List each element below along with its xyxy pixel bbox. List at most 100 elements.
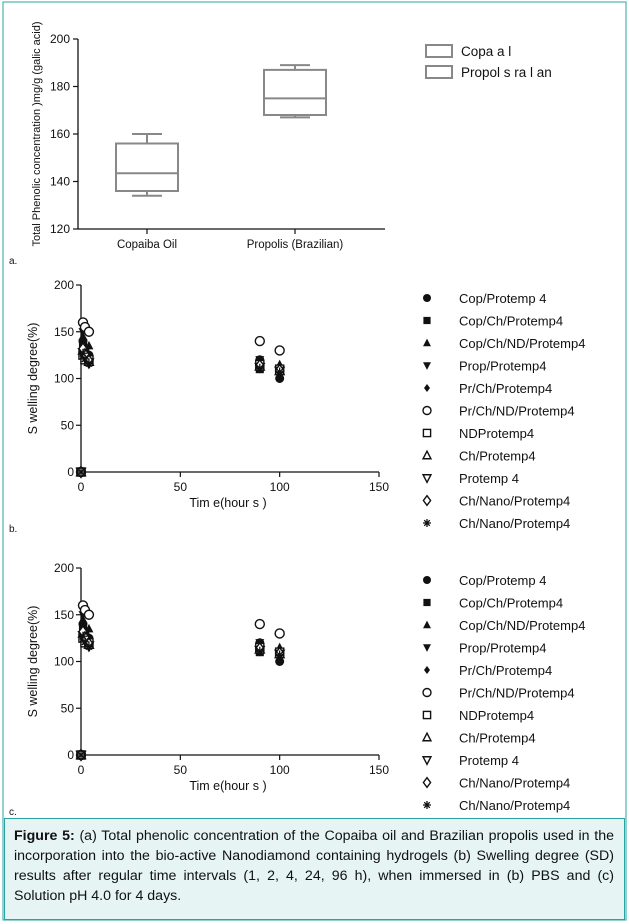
legend-label: Cop/Protemp 4 — [459, 573, 546, 588]
data-point — [274, 345, 285, 356]
legend-label: Pr/Ch/Protemp4 — [459, 381, 552, 396]
caption-text: (a) Total phenolic concentration of the … — [14, 828, 614, 904]
x-axis-label: Tim e(hour s ) — [189, 496, 266, 510]
x-tick-label: Propolis (Brazilian) — [247, 239, 344, 251]
legend-marker — [423, 576, 431, 584]
data-point — [80, 354, 90, 364]
legend-label: Ch/Protemp4 — [459, 449, 536, 464]
box-iqr — [263, 68, 327, 116]
data-point — [255, 363, 265, 373]
legend-label: Pr/Ch/ND/Protemp4 — [459, 686, 575, 701]
legend-marker — [423, 362, 431, 370]
y-tick-label: 0 — [67, 748, 74, 762]
y-tick-label: 0 — [67, 465, 74, 479]
data-point — [274, 628, 285, 639]
x-tick-label: 150 — [369, 763, 389, 777]
y-tick-label: 160 — [50, 127, 70, 141]
legend-label: Prop/Protemp4 — [459, 359, 546, 374]
y-tick-label: 100 — [54, 655, 74, 669]
data-point — [254, 335, 265, 347]
legend-marker — [421, 474, 433, 484]
legend-label: Ch/Nano/Protemp4 — [459, 516, 570, 531]
figure-caption: Figure 5: (a) Total phenolic concentrati… — [14, 826, 614, 906]
y-tick-label: 200 — [54, 561, 74, 575]
data-point — [275, 650, 285, 660]
data-point — [275, 374, 285, 383]
legend-label: Ch/Nano/Protemp4 — [459, 798, 570, 813]
legend-label: Protemp 4 — [459, 471, 519, 486]
y-tick-label: 50 — [61, 418, 75, 432]
legend-marker — [423, 620, 431, 629]
y-tick-label: 200 — [54, 278, 74, 292]
data-point — [84, 359, 94, 369]
legend-label: NDProtemp4 — [459, 708, 534, 723]
caption-label: Figure 5: — [14, 828, 75, 844]
legend-marker — [423, 294, 431, 302]
x-tick-label: 100 — [270, 763, 290, 777]
x-tick-label: 150 — [369, 480, 389, 494]
data-point — [275, 657, 285, 666]
legend-marker — [421, 756, 433, 766]
legend-label: Pr/Ch/ND/Protemp4 — [459, 404, 575, 419]
y-axis-label: S welling degree(%) — [26, 323, 40, 435]
data-point — [78, 348, 88, 358]
panel-a-boxplot: 120 140 160 180 200 Copaiba Oil Propolis (Braz… — [9, 21, 552, 267]
x-tick-label: 50 — [174, 763, 188, 777]
data-point — [83, 609, 95, 620]
legend-label: Ch/Protemp4 — [459, 731, 536, 746]
panel-b-scatter: 0 50 100 150 200 0 50 100 150 Tim e(hour s ) S wel… — [9, 278, 585, 535]
data-point — [78, 631, 88, 641]
legend-label: Protemp 4 — [459, 753, 519, 768]
data-point — [80, 637, 90, 647]
legend-label: Ch/Nano/Protemp4 — [459, 776, 570, 791]
legend-label: Cop/Ch/ND/Protemp4 — [459, 618, 585, 633]
x-tick-label: 100 — [270, 480, 290, 494]
y-tick-label: 150 — [54, 608, 74, 622]
legend-label: Ch/Nano/Protemp4 — [459, 494, 570, 509]
y-tick-label: 180 — [50, 80, 70, 94]
x-tick-label: Copaiba Oil — [117, 239, 177, 251]
legend-label: Propol s ra l an — [461, 65, 552, 80]
panel-label: a. — [9, 256, 17, 267]
x-axis-label: Tim e(hour s ) — [189, 779, 266, 793]
legend-marker — [424, 666, 430, 674]
legend-label: Cop/Protemp 4 — [459, 291, 546, 306]
panel-c-scatter: 0 50 100 150 200 0 50 100 150 Tim e(hour s ) S wel… — [9, 561, 585, 818]
legend-marker — [422, 776, 432, 789]
legend-label: Cop/Ch/Protemp4 — [459, 596, 563, 611]
legend-marker — [421, 731, 433, 742]
legend-marker — [424, 384, 430, 392]
y-axis-label: S welling degree(%) — [26, 606, 40, 718]
legend-box-swatch — [425, 44, 453, 58]
legend-marker — [422, 710, 432, 720]
x-tick-label: 0 — [78, 763, 85, 777]
legend-marker — [421, 449, 433, 460]
panel-label: b. — [9, 524, 17, 535]
data-point — [255, 646, 265, 656]
data-point — [84, 642, 94, 652]
x-tick-label: 0 — [78, 480, 85, 494]
data-point — [254, 618, 265, 630]
x-tick-label: 50 — [174, 480, 188, 494]
legend-marker — [423, 519, 431, 527]
data-point — [76, 467, 86, 477]
panel-label: c. — [9, 807, 17, 818]
legend-marker — [422, 405, 432, 416]
box-iqr — [115, 142, 179, 192]
y-tick-label: 150 — [54, 325, 74, 339]
legend-marker — [423, 598, 431, 607]
legend-marker — [422, 428, 432, 438]
legend-label: Copa a l — [461, 44, 511, 59]
y-axis-label: Total Phenolic concentration )mg/g (gali… — [31, 21, 43, 246]
data-point — [83, 326, 95, 337]
legend-label: Prop/Protemp4 — [459, 641, 546, 656]
y-tick-label: 200 — [50, 32, 70, 46]
y-tick-label: 120 — [50, 222, 70, 236]
legend-marker — [423, 316, 431, 325]
y-tick-label: 140 — [50, 175, 70, 189]
legend-marker — [423, 644, 431, 652]
y-tick-label: 50 — [61, 701, 75, 715]
legend-label: Cop/Ch/Protemp4 — [459, 314, 563, 329]
